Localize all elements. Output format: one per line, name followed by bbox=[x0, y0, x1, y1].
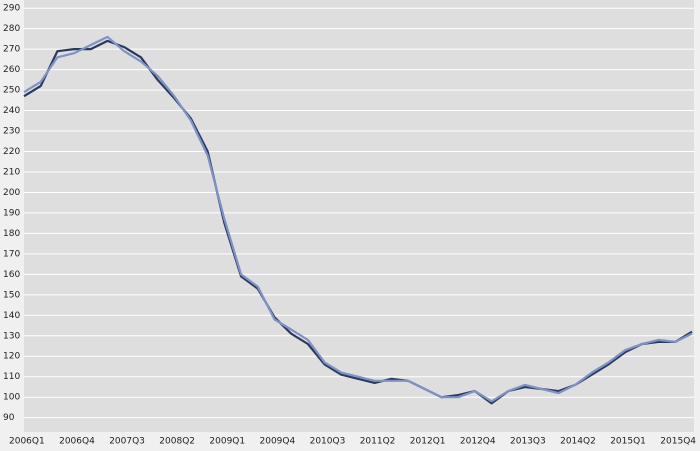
plot-area bbox=[24, 0, 694, 432]
y-tick-label: 270 bbox=[3, 45, 20, 55]
x-tick-label: 2010Q3 bbox=[310, 437, 346, 447]
y-tick-label: 240 bbox=[3, 106, 20, 116]
x-tick-label: 2009Q1 bbox=[209, 437, 245, 447]
x-tick-label: 2012Q4 bbox=[460, 437, 496, 447]
y-tick-label: 260 bbox=[3, 65, 20, 75]
y-tick-label: 140 bbox=[3, 311, 20, 321]
y-tick-label: 200 bbox=[3, 188, 20, 198]
x-tick-label: 2008Q2 bbox=[159, 437, 195, 447]
y-tick-label: 100 bbox=[3, 393, 20, 403]
y-tick-label: 150 bbox=[3, 290, 20, 300]
series-line bbox=[23, 35, 693, 403]
x-tick-label: 2012Q1 bbox=[410, 437, 446, 447]
y-tick-label: 130 bbox=[3, 331, 20, 341]
y-tick-label: 120 bbox=[3, 352, 20, 362]
x-tick-label: 2015Q4 bbox=[660, 437, 696, 447]
y-tick-label: 110 bbox=[3, 372, 20, 382]
x-tick-label: 2014Q2 bbox=[560, 437, 596, 447]
y-tick-label: 220 bbox=[3, 147, 20, 157]
x-tick-label: 2006Q4 bbox=[59, 437, 95, 447]
x-tick-label: 2015Q1 bbox=[610, 437, 646, 447]
y-tick-label: 210 bbox=[3, 167, 20, 177]
y-tick-label: 160 bbox=[3, 270, 20, 280]
y-tick-label: 90 bbox=[3, 413, 15, 423]
y-tick-label: 230 bbox=[3, 127, 20, 137]
y-tick-label: 280 bbox=[3, 24, 20, 34]
y-tick-label: 290 bbox=[3, 4, 20, 14]
x-tick-label: 2011Q2 bbox=[360, 437, 396, 447]
x-tick-label: 2007Q3 bbox=[109, 437, 145, 447]
y-tick-label: 190 bbox=[3, 208, 20, 218]
x-tick-label: 2013Q3 bbox=[510, 437, 546, 447]
y-tick-label: 180 bbox=[3, 229, 20, 239]
x-tick-label: 2006Q1 bbox=[9, 437, 45, 447]
x-tick-label: 2009Q4 bbox=[260, 437, 296, 447]
y-tick-label: 170 bbox=[3, 249, 20, 259]
y-tick-label: 250 bbox=[3, 86, 20, 96]
